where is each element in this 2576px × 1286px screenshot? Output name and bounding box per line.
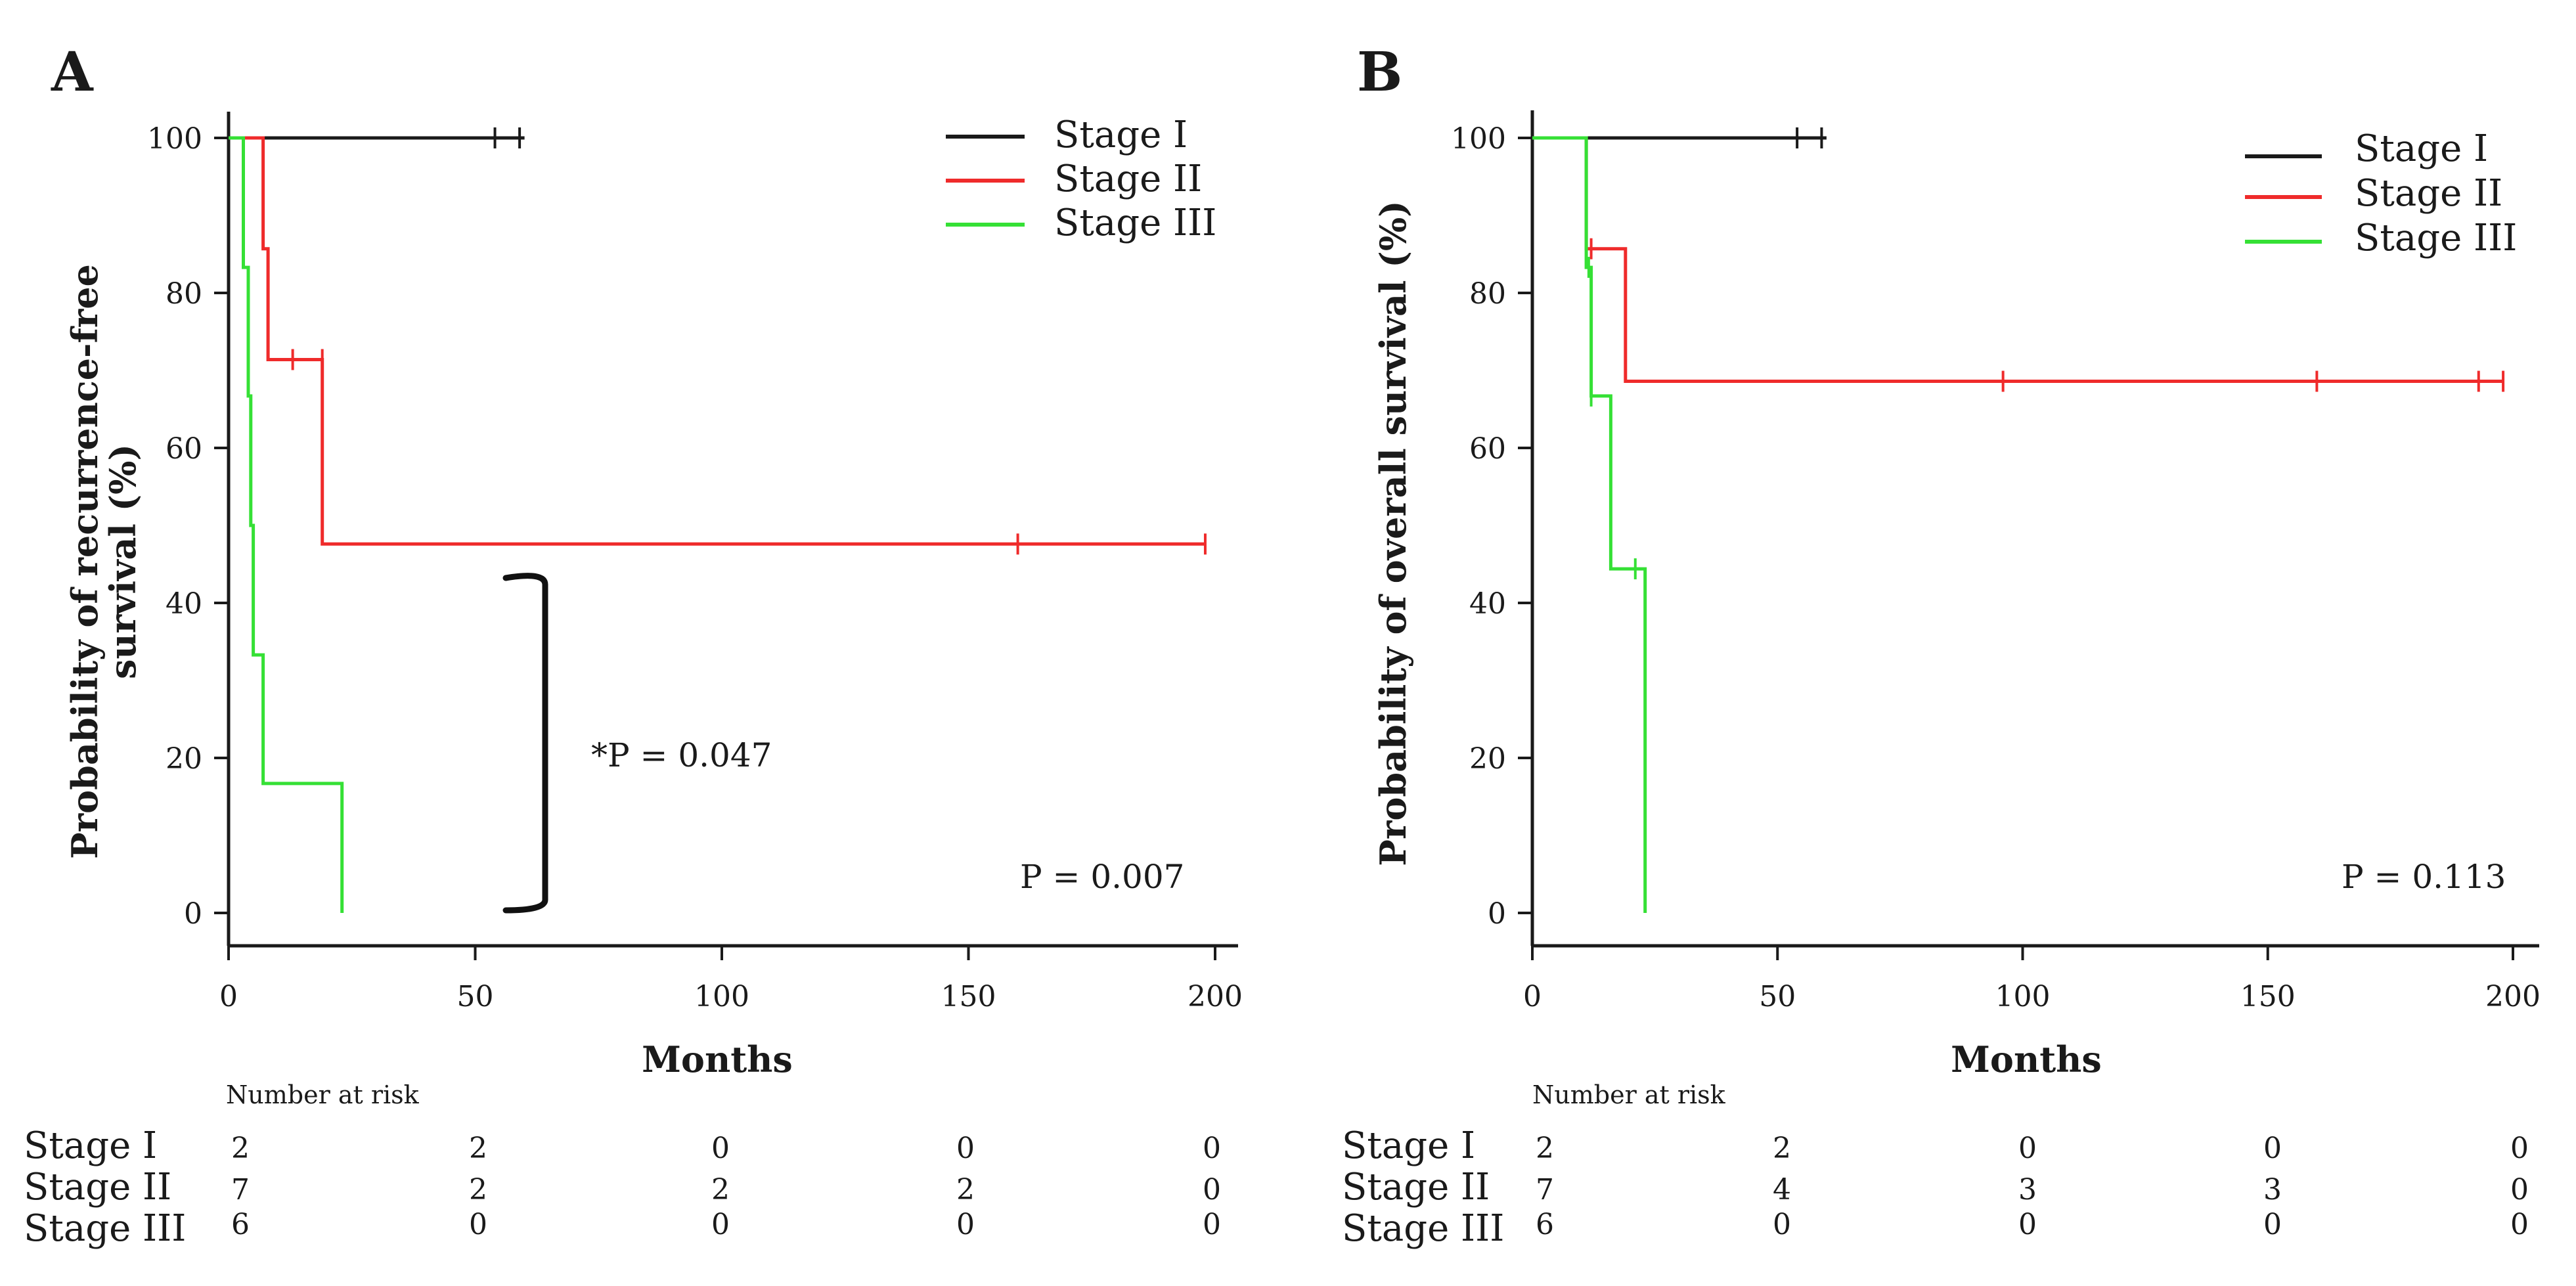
x-tick-label: 150 — [2240, 980, 2296, 1013]
x-axis-title: Months — [1951, 1038, 2102, 1080]
x-tick-label: 200 — [1188, 980, 1243, 1013]
y-tick-label: 20 — [1469, 742, 1506, 776]
y-axis-title-line2: survival (%) — [102, 444, 144, 679]
survival-curve-stage-iii — [1532, 136, 1647, 913]
y-tick-label: 60 — [166, 432, 202, 466]
x-tick-label: 0 — [1523, 980, 1542, 1013]
plot-area: 0 20 40 60 80 100 0 50 100 150 200 — [147, 112, 1243, 1013]
overall-p-value: P = 0.113 — [2342, 858, 2506, 896]
x-tick-label: 150 — [941, 980, 996, 1013]
risk-count: 0 — [2263, 1132, 2282, 1165]
x-tick-label: 100 — [694, 980, 749, 1013]
legend-label-stage-ii: Stage II — [1054, 158, 1202, 200]
risk-count: 0 — [1203, 1132, 1221, 1165]
legend-label-stage-i: Stage I — [2355, 127, 2488, 170]
x-tick-label: 200 — [2485, 980, 2541, 1013]
y-tick-label: 100 — [147, 122, 202, 156]
risk-count: 2 — [711, 1173, 730, 1207]
x-tick-label: 50 — [457, 980, 494, 1013]
x-axis-title: Months — [642, 1038, 793, 1080]
risk-count: 2 — [469, 1132, 487, 1165]
risk-count: 0 — [2510, 1173, 2529, 1207]
x-tick-label: 100 — [1995, 980, 2051, 1013]
risk-table: Number at risk Stage I Stage II Stage II… — [1342, 1080, 2529, 1250]
y-tick-label: 0 — [1488, 897, 1506, 931]
legend-label-stage-iii: Stage III — [2355, 217, 2517, 259]
y-axis-title-line1: Probability of recurrence-free — [64, 264, 106, 859]
y-tick-label: 80 — [166, 277, 202, 311]
panel-b: B Probability of overall survival (%) Mo… — [1342, 41, 2541, 1250]
risk-count: 0 — [1773, 1208, 1791, 1241]
risk-row-label: Stage I — [1342, 1124, 1475, 1167]
y-tick-label: 80 — [1469, 277, 1506, 311]
risk-count: 0 — [956, 1132, 975, 1165]
risk-count: 0 — [2510, 1132, 2529, 1165]
risk-row-label: Stage III — [1342, 1207, 1504, 1250]
y-tick-label: 0 — [184, 897, 202, 931]
survival-curve-stage-iii — [229, 136, 344, 913]
risk-table-rows: Stage I Stage II Stage III 2 2 0 0 07 4 3 3 06 0 0… — [1342, 1124, 2529, 1250]
panel-letter: A — [51, 41, 94, 104]
x-tick-label: 0 — [219, 980, 238, 1013]
plot-area: 0 20 40 60 80 100 0 50 100 150 200 — [1451, 110, 2541, 1013]
risk-count: 0 — [2263, 1208, 2282, 1241]
risk-row-label: Stage I — [24, 1124, 157, 1167]
risk-count: 2 — [956, 1173, 975, 1207]
risk-count: 2 — [1536, 1132, 1554, 1165]
risk-count: 0 — [711, 1132, 730, 1165]
risk-count: 2 — [1773, 1132, 1791, 1165]
risk-table: Number at risk Stage I Stage II Stage II… — [24, 1080, 1221, 1250]
risk-count: 0 — [1203, 1208, 1221, 1241]
significance-bracket — [502, 573, 548, 914]
pairwise-p-value: *P = 0.047 — [591, 736, 772, 774]
risk-count: 6 — [231, 1208, 250, 1241]
risk-count: 0 — [711, 1208, 730, 1241]
risk-count: 0 — [2018, 1208, 2037, 1241]
risk-count: 3 — [2018, 1173, 2037, 1207]
risk-table-header: Number at risk — [226, 1080, 420, 1109]
risk-count: 2 — [231, 1132, 250, 1165]
risk-count: 2 — [469, 1173, 487, 1207]
y-tick-label: 40 — [1469, 587, 1506, 621]
risk-row-label: Stage II — [24, 1166, 171, 1208]
y-axis-title: Probability of overall survival (%) — [1372, 200, 1414, 866]
legend-label-stage-ii: Stage II — [2355, 172, 2502, 215]
risk-row-label: Stage II — [1342, 1166, 1490, 1208]
panel-a: A Probability of recurrence-free surviva… — [24, 41, 1243, 1250]
risk-table-header: Number at risk — [1532, 1080, 1726, 1109]
risk-count: 0 — [469, 1208, 487, 1241]
risk-count: 7 — [1536, 1173, 1554, 1207]
legend-label-stage-i: Stage I — [1054, 114, 1188, 156]
overall-p-value: P = 0.007 — [1020, 858, 1184, 896]
y-tick-label: 20 — [166, 742, 202, 776]
risk-row-label: Stage III — [24, 1207, 186, 1250]
risk-count: 0 — [1203, 1173, 1221, 1207]
panel-letter: B — [1357, 41, 1402, 104]
risk-table-rows: Stage I Stage II Stage III 2 2 0 0 07 2 2 2 06 0 0… — [24, 1124, 1221, 1250]
risk-count: 0 — [2018, 1132, 2037, 1165]
legend: Stage I Stage II Stage III — [946, 114, 1216, 244]
legend-label-stage-iii: Stage III — [1054, 202, 1216, 244]
risk-count: 4 — [1773, 1173, 1791, 1207]
risk-count: 0 — [956, 1208, 975, 1241]
risk-count: 6 — [1536, 1208, 1554, 1241]
legend: Stage I Stage II Stage III — [2245, 127, 2517, 259]
y-tick-label: 40 — [166, 587, 202, 621]
risk-count: 7 — [231, 1173, 250, 1207]
y-tick-label: 100 — [1451, 122, 1506, 156]
x-tick-label: 50 — [1759, 980, 1796, 1013]
risk-count: 0 — [2510, 1208, 2529, 1241]
y-tick-label: 60 — [1469, 432, 1506, 466]
survival-curve-stage-ii — [229, 136, 1205, 546]
risk-count: 3 — [2263, 1173, 2282, 1207]
